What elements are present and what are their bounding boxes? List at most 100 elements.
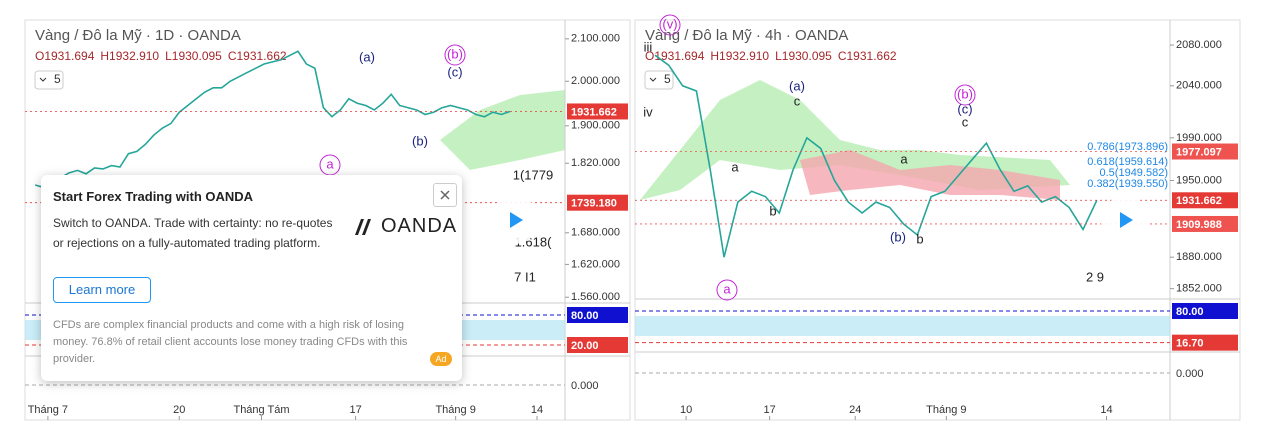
wave-label: 1(1779 bbox=[513, 167, 553, 182]
price-badge-label: 1931.662 bbox=[1176, 195, 1222, 207]
y-tick-label: 1.620.000 bbox=[571, 258, 620, 270]
interval-label: 5 bbox=[664, 72, 671, 86]
ohlc-value: H1932.910 bbox=[100, 49, 159, 63]
interval-button[interactable] bbox=[644, 70, 674, 90]
play-icon bbox=[1120, 212, 1133, 228]
x-tick-label: 10 bbox=[680, 404, 692, 416]
wave-label: (b) bbox=[957, 86, 973, 101]
x-tick-label: 17 bbox=[763, 404, 775, 416]
chevron bbox=[39, 77, 47, 82]
price-line bbox=[654, 54, 1098, 258]
rsi-badge bbox=[567, 307, 628, 323]
y-tick-label: 1950.000 bbox=[1176, 174, 1222, 186]
wave-label: (b) bbox=[447, 46, 463, 61]
y-tick-label: 2040.000 bbox=[1176, 80, 1222, 92]
macd-tick-label: 0.000 bbox=[571, 380, 599, 392]
interval-button[interactable] bbox=[34, 70, 64, 90]
x-tick-label: Tháng 9 bbox=[435, 404, 475, 416]
price-badge bbox=[1172, 192, 1238, 209]
cloud bbox=[440, 90, 565, 170]
wave-label: iii bbox=[644, 39, 653, 54]
ad-title: Start Forex Trading with OANDA bbox=[53, 189, 254, 204]
wave-label: (a) bbox=[789, 78, 805, 93]
wave-label: a bbox=[900, 151, 908, 166]
wave-label: b bbox=[769, 203, 776, 218]
wave-label: 7 I1 bbox=[514, 269, 536, 284]
price-line bbox=[34, 50, 511, 189]
wave-label: (b) bbox=[412, 133, 428, 148]
rsi-badge bbox=[1172, 303, 1238, 319]
price-badge bbox=[1172, 143, 1238, 160]
price-badge-label: 1977.097 bbox=[1176, 146, 1222, 158]
x-tick-label: 24 bbox=[849, 404, 861, 416]
interval-label: 5 bbox=[54, 72, 61, 86]
y-tick-label: 2.100.000 bbox=[571, 33, 620, 45]
wave-label: c bbox=[962, 114, 969, 129]
rsi-band bbox=[635, 316, 1170, 336]
ohlc-value: L1930.095 bbox=[165, 49, 222, 63]
ohlc-value: H1932.910 bbox=[710, 49, 769, 63]
wave-label: b bbox=[916, 231, 923, 246]
ad-disclaimer: CFDs are complex financial products and … bbox=[53, 319, 408, 365]
wave-label: (c) bbox=[447, 64, 462, 79]
wave-label: 0.786(1973.896) bbox=[1087, 141, 1168, 153]
ohlc-value: L1930.095 bbox=[775, 49, 832, 63]
ohlc-value: C1931.662 bbox=[228, 49, 287, 63]
wave-label: a bbox=[723, 281, 731, 296]
ohlc-value: O1931.694 bbox=[645, 49, 705, 63]
x-tick-label: 14 bbox=[531, 404, 543, 416]
wave-label: 0.618(1959.614) bbox=[1087, 156, 1168, 168]
ohlc-value: O1931.694 bbox=[35, 49, 95, 63]
rsi-badge bbox=[567, 337, 628, 353]
rsi-badge bbox=[1172, 334, 1238, 351]
ad-body: Switch to OANDA. Trade with certainty: n… bbox=[53, 216, 333, 250]
x-tick-label: 14 bbox=[1100, 404, 1112, 416]
wave-label: (b) bbox=[890, 229, 906, 244]
learn-more-button[interactable]: Learn more bbox=[53, 277, 151, 303]
macd-tick-label: 0.000 bbox=[1176, 368, 1204, 380]
ad-popup[interactable]: Start Forex Trading with OANDA Switch to… bbox=[41, 175, 462, 381]
y-tick-label: 1.900.000 bbox=[571, 120, 620, 132]
rsi-tick-label: 20.00 bbox=[571, 340, 599, 352]
price-badge-label: 1909.988 bbox=[1176, 219, 1222, 231]
rsi-tick-label: 16.70 bbox=[1176, 338, 1204, 350]
wave-label: iv bbox=[643, 104, 653, 119]
ohlc-value: C1931.662 bbox=[838, 49, 897, 63]
y-tick-label: 1.820.000 bbox=[571, 157, 620, 169]
wave-label: a bbox=[731, 159, 739, 174]
chart-title: Vàng / Đô la Mỹ · 4h · OANDA bbox=[645, 27, 848, 44]
wave-label: (c) bbox=[957, 101, 972, 116]
price-badge bbox=[567, 103, 628, 120]
price-badge bbox=[567, 194, 628, 211]
wave-label: (v) bbox=[662, 16, 677, 31]
wave-label: a bbox=[326, 156, 334, 171]
y-tick-label: 1852.000 bbox=[1176, 283, 1222, 295]
x-tick-label: Tháng 7 bbox=[28, 404, 68, 416]
chevron bbox=[649, 77, 657, 82]
wave-circle bbox=[659, 14, 681, 36]
x-tick-label: Tháng Tám bbox=[233, 404, 289, 416]
x-tick-label: 20 bbox=[173, 404, 185, 416]
y-tick-label: 1.680.000 bbox=[571, 227, 620, 239]
price-badge-label: 1931.662 bbox=[571, 106, 617, 118]
chart-title: Vàng / Đô la Mỹ · 1D · OANDA bbox=[35, 27, 241, 44]
wave-circle bbox=[716, 279, 738, 301]
wave-label: c bbox=[794, 93, 801, 108]
x-tick-label: Tháng 9 bbox=[926, 404, 966, 416]
wave-label: (a) bbox=[359, 49, 375, 64]
close-button[interactable] bbox=[433, 183, 457, 207]
wave-label: 2 9 bbox=[1086, 269, 1104, 284]
y-tick-label: 2080.000 bbox=[1176, 39, 1222, 51]
y-tick-label: 1990.000 bbox=[1176, 132, 1222, 144]
rsi-tick-label: 80.00 bbox=[1176, 306, 1204, 318]
cloud bbox=[800, 150, 1060, 200]
wave-label: 0.382(1939.550) bbox=[1087, 178, 1168, 190]
ad-logo bbox=[355, 219, 371, 235]
x-tick-label: 17 bbox=[349, 404, 361, 416]
play-icon bbox=[510, 212, 523, 228]
wave-label: 0.5(1949.582) bbox=[1100, 167, 1169, 179]
y-tick-label: 1880.000 bbox=[1176, 251, 1222, 263]
